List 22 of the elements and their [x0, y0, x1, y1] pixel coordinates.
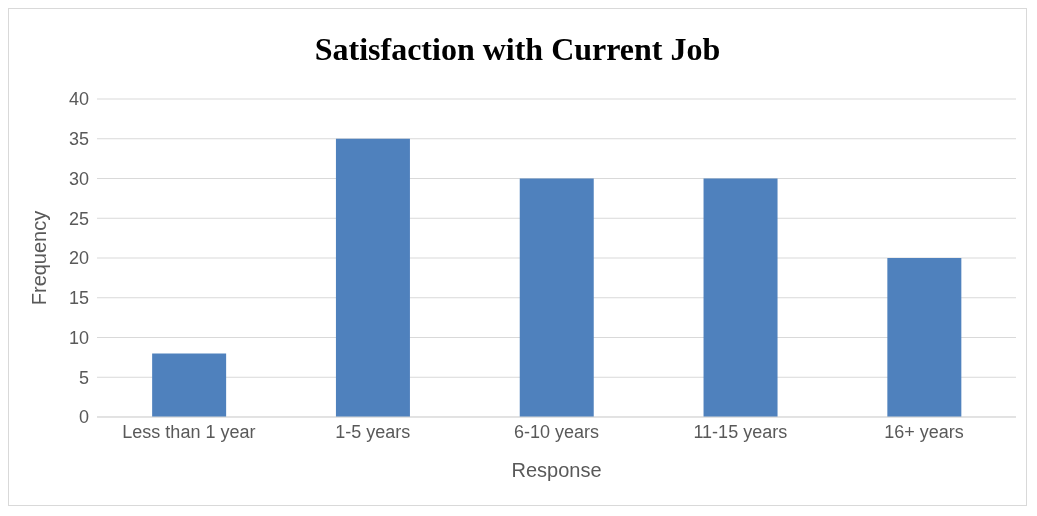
y-tick-label: 30 [68, 168, 89, 189]
chart-title: Satisfaction with Current Job [313, 31, 722, 68]
y-tick-label: 20 [68, 248, 89, 269]
bar [152, 353, 227, 417]
y-tick-label: 5 [78, 367, 89, 388]
x-axis-title: Response [511, 459, 602, 481]
y-tick-label: 0 [78, 407, 89, 428]
y-tick-label: 40 [68, 89, 89, 110]
x-tick-label: Less than 1 year [122, 421, 256, 442]
bar [335, 138, 410, 417]
y-tick-label: 35 [68, 129, 89, 150]
x-tick-label: 16+ years [884, 421, 964, 442]
y-tick-label: 25 [68, 208, 89, 229]
bar [703, 178, 778, 417]
y-tick-label: 15 [68, 288, 89, 309]
bar [887, 258, 962, 417]
x-tick-label: 6-10 years [513, 421, 600, 442]
bar [519, 178, 594, 417]
x-tick-label: 11-15 years [693, 421, 788, 442]
x-tick-label: 1-5 years [335, 421, 411, 442]
y-axis-title: Frequency [28, 210, 51, 306]
y-tick-label: 10 [68, 327, 89, 348]
